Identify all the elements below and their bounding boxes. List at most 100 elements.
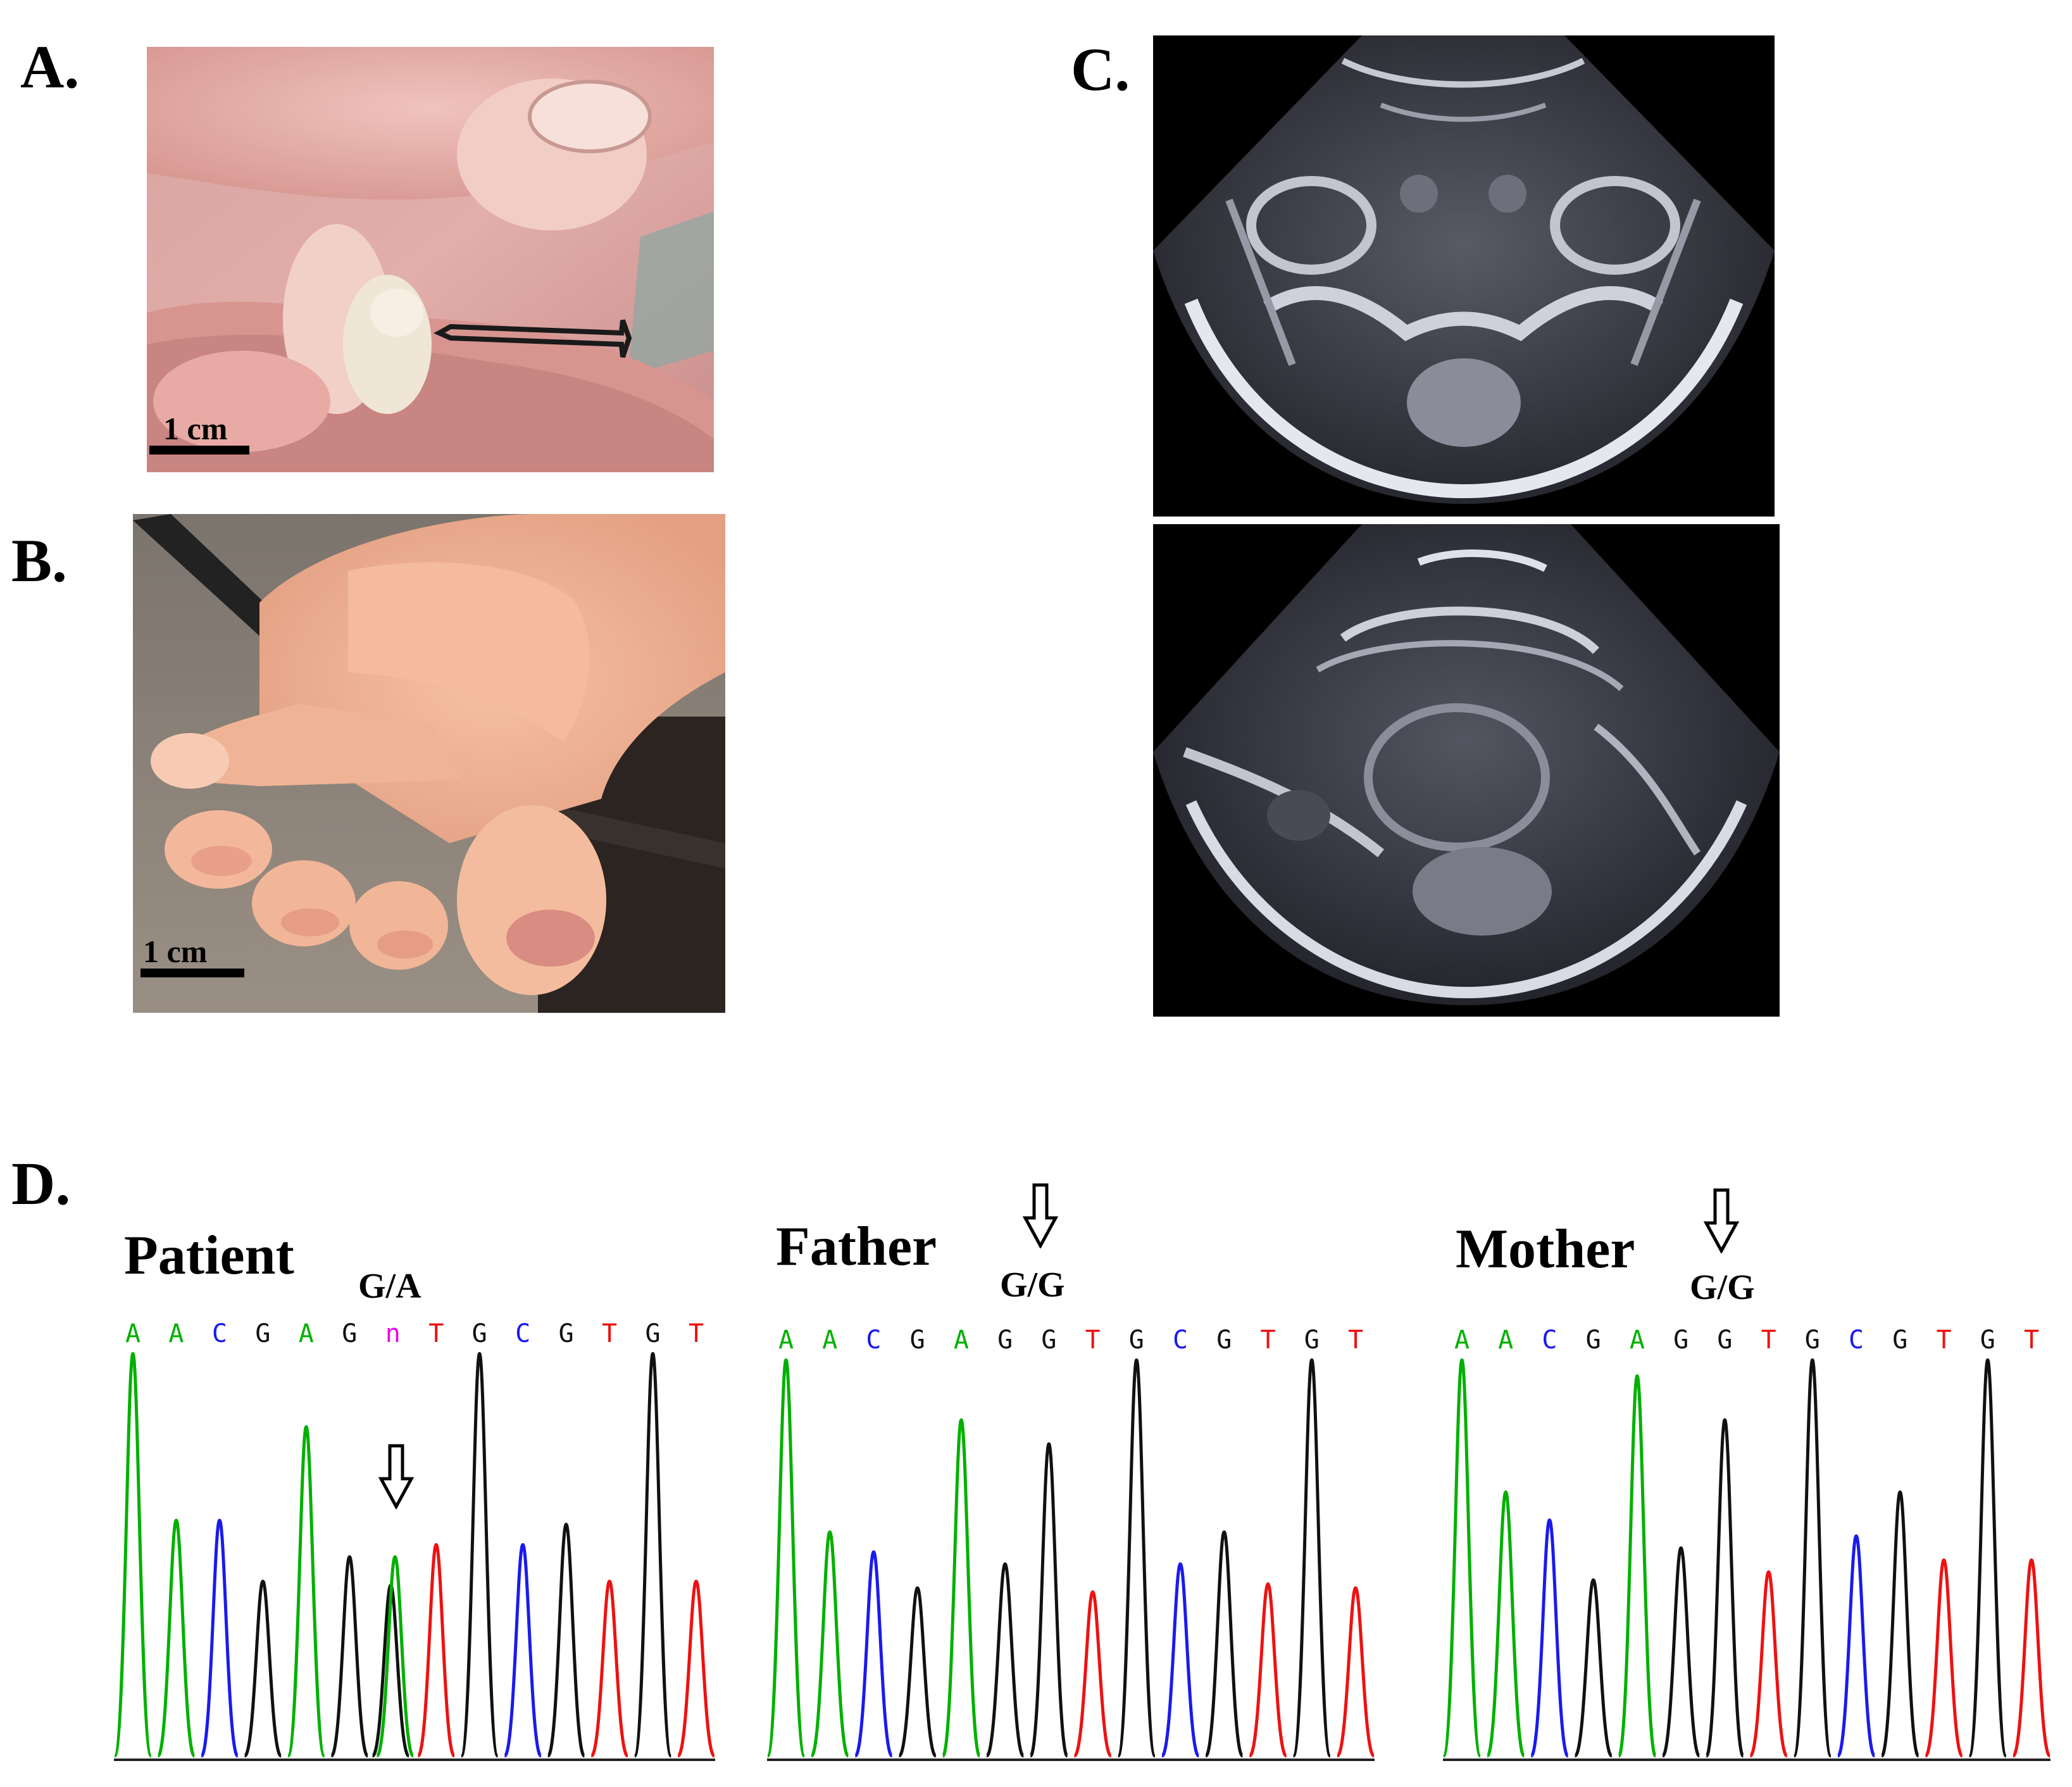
peak-10: [1880, 1490, 1920, 1758]
panel-a-scale-label: 1 cm: [163, 411, 228, 446]
base-call-10: G: [1216, 1326, 1232, 1355]
base-call-2: C: [212, 1319, 227, 1348]
base-call-8: G: [472, 1319, 487, 1348]
base-call-0: A: [778, 1326, 794, 1355]
peak-8: [1116, 1358, 1157, 1758]
base-call-4: A: [299, 1319, 314, 1348]
peak-10: [1204, 1530, 1244, 1758]
peak-13: [633, 1351, 673, 1758]
base-call-5: G: [1673, 1326, 1688, 1355]
base-call-11: T: [1936, 1326, 1951, 1355]
peak-6: [1028, 1442, 1069, 1758]
panel-a-label: A.: [20, 33, 80, 101]
base-call-6: n: [385, 1319, 401, 1348]
base-call-2: C: [866, 1326, 881, 1355]
peak-5: [330, 1555, 370, 1758]
patient-variant-arrow-icon: [378, 1444, 414, 1509]
base-call-2: C: [1542, 1326, 1557, 1355]
peak-12: [1968, 1358, 2008, 1758]
base-call-4: A: [954, 1326, 969, 1355]
base-call-11: T: [602, 1319, 617, 1348]
base-call-1: A: [1498, 1326, 1513, 1355]
base-call-7: T: [428, 1319, 444, 1348]
base-call-1: A: [822, 1326, 837, 1355]
panel-b-photo: [133, 514, 725, 1013]
peak-4: [1617, 1374, 1657, 1758]
base-call-9: C: [1173, 1326, 1188, 1355]
base-call-7: T: [1085, 1326, 1101, 1355]
peak-7: [1749, 1570, 1789, 1758]
peak-5: [1661, 1546, 1701, 1758]
peak-11: [1924, 1558, 1964, 1758]
panel-b-label: B.: [11, 527, 68, 594]
base-call-3: G: [910, 1326, 925, 1355]
base-call-10: G: [559, 1319, 574, 1348]
peak-2: [199, 1519, 240, 1758]
panel-c-ultrasound-sagittal: [1153, 524, 1780, 1017]
peak-1: [809, 1530, 850, 1758]
peak-9: [1160, 1562, 1201, 1758]
base-call-13: T: [1348, 1326, 1363, 1355]
father-variant-arrow-icon: [1023, 1183, 1058, 1248]
peak-5: [985, 1562, 1025, 1758]
panel-a-scale-bar: [149, 446, 249, 455]
base-call-9: C: [1849, 1326, 1864, 1355]
base-call-13: T: [689, 1319, 704, 1348]
peak-13: [1335, 1586, 1376, 1758]
base-call-3: G: [255, 1319, 270, 1348]
peak-7: [375, 1555, 415, 1758]
peak-7: [1073, 1590, 1113, 1758]
peak-8: [416, 1543, 456, 1758]
panel-c-separator: [1151, 518, 1780, 523]
panel-a-photo: [147, 47, 714, 472]
father-genotype: G/G: [1000, 1265, 1065, 1305]
peak-11: [1248, 1582, 1289, 1758]
base-call-8: G: [1805, 1326, 1820, 1355]
peak-1: [156, 1519, 196, 1758]
peak-0: [766, 1358, 806, 1758]
peak-4: [941, 1418, 982, 1758]
base-call-6: G: [1717, 1326, 1732, 1355]
peak-9: [1836, 1534, 1876, 1758]
patient-label: Patient: [124, 1225, 294, 1286]
peak-3: [1573, 1578, 1614, 1758]
base-call-13: T: [2024, 1326, 2039, 1355]
peak-3: [897, 1586, 938, 1758]
peak-0: [1442, 1358, 1482, 1758]
panel-d-label: D.: [11, 1150, 71, 1217]
base-call-0: A: [125, 1319, 140, 1348]
base-call-3: G: [1586, 1326, 1601, 1355]
base-call-8: G: [1129, 1326, 1144, 1355]
base-call-12: G: [645, 1319, 660, 1348]
base-call-1: A: [168, 1319, 184, 1348]
mother-label: Mother: [1456, 1219, 1635, 1280]
panel-c-label: C.: [1071, 35, 1130, 103]
base-call-5: G: [342, 1319, 357, 1348]
base-call-11: T: [1260, 1326, 1275, 1355]
peak-13: [2011, 1558, 2052, 1758]
base-call-12: G: [1304, 1326, 1320, 1355]
peak-9: [459, 1351, 499, 1758]
father-label: Father: [776, 1216, 937, 1277]
peak-12: [1292, 1358, 1332, 1758]
peak-2: [1529, 1518, 1570, 1758]
mother-variant-arrow-icon: [1704, 1188, 1739, 1253]
panel-b-scale-label: 1 cm: [143, 934, 208, 969]
peak-11: [546, 1522, 586, 1758]
peak-8: [1792, 1358, 1833, 1758]
base-call-4: A: [1630, 1326, 1645, 1355]
peak-2: [853, 1550, 894, 1758]
base-call-9: C: [515, 1319, 530, 1348]
base-call-10: G: [1892, 1326, 1907, 1355]
base-call-7: T: [1761, 1326, 1776, 1355]
base-call-12: G: [1980, 1326, 1995, 1355]
peak-14: [676, 1579, 716, 1758]
patient-genotype: G/A: [358, 1267, 421, 1306]
peak-3: [243, 1579, 283, 1758]
panel-b-scale-bar: [140, 969, 244, 977]
peak-4: [286, 1425, 327, 1758]
peak-6: [1704, 1418, 1745, 1758]
base-call-6: G: [1041, 1326, 1056, 1355]
